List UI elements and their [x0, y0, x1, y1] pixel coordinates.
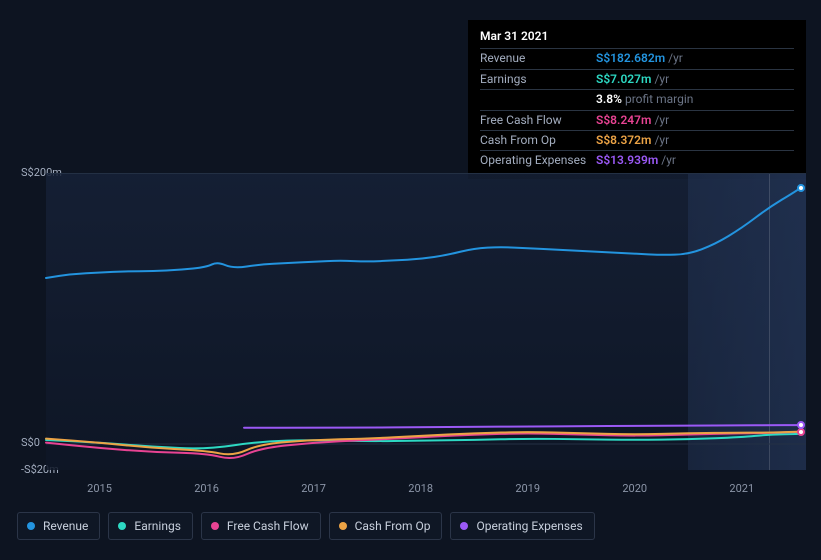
- legend-item-free-cash-flow[interactable]: Free Cash Flow: [201, 512, 321, 540]
- tooltip-row-profit-margin-label: profit margin: [625, 91, 693, 108]
- tooltip-row: Cash From OpS$8.372m /yr: [480, 130, 794, 150]
- legend-dot-icon: [27, 522, 35, 530]
- tooltip-row: EarningsS$7.027m /yr: [480, 69, 794, 89]
- tooltip-date: Mar 31 2021: [480, 28, 794, 45]
- x-axis-tick-label: 2015: [87, 482, 112, 495]
- legend-item-label: Earnings: [134, 519, 181, 533]
- legend-dot-icon: [339, 522, 347, 530]
- tooltip-row-label: Free Cash Flow: [480, 112, 596, 129]
- tooltip-row-label: Cash From Op: [480, 132, 596, 149]
- tooltip-row-unit: /yr: [654, 71, 669, 88]
- legend-dot-icon: [460, 522, 468, 530]
- x-axis-tick-label: 2019: [515, 482, 540, 495]
- chart-legend: Revenue Earnings Free Cash Flow Cash From O…: [17, 512, 595, 540]
- x-axis-tick-label: 2017: [301, 482, 326, 495]
- tooltip-row: Free Cash FlowS$8.247m /yr: [480, 110, 794, 130]
- x-axis-tick-label: 2020: [622, 482, 647, 495]
- tooltip-row-unit: /yr: [661, 152, 676, 169]
- x-axis-labels: 2015 2016 2017 2018 2019 2020 2021: [46, 480, 806, 500]
- tooltip-row-label: Revenue: [480, 50, 596, 67]
- chart-plot-area[interactable]: [46, 173, 806, 470]
- tooltip-row-unit: /yr: [654, 132, 669, 149]
- legend-item-revenue[interactable]: Revenue: [17, 512, 100, 540]
- legend-item-operating-expenses[interactable]: Operating Expenses: [450, 512, 594, 540]
- tooltip-row: Operating ExpensesS$13.939m /yr: [480, 150, 794, 170]
- tooltip-row: 3.8% profit margin: [480, 89, 794, 109]
- tooltip-row-unit: /yr: [654, 112, 669, 129]
- chart-lines: [46, 174, 806, 471]
- tooltip-row-label: Earnings: [480, 71, 596, 88]
- legend-item-label: Operating Expenses: [476, 519, 582, 533]
- tooltip-row-value: S$13.939m: [596, 152, 658, 169]
- tooltip-rows: RevenueS$182.682m /yrEarningsS$7.027m /y…: [480, 48, 794, 170]
- legend-item-label: Cash From Op: [355, 519, 431, 533]
- tooltip-row-value: S$8.372m: [596, 132, 651, 149]
- legend-item-label: Free Cash Flow: [227, 519, 309, 533]
- chart-tooltip: Mar 31 2021 RevenueS$182.682m /yrEarning…: [468, 20, 806, 179]
- tooltip-row-label: [480, 91, 596, 108]
- tooltip-row-value: S$8.247m: [596, 112, 651, 129]
- series-line-revenue: [46, 188, 801, 278]
- y-axis-tick-label: S$0: [21, 436, 40, 449]
- legend-dot-icon: [211, 522, 219, 530]
- tooltip-row-unit: /yr: [668, 50, 683, 67]
- legend-item-cash-from-op[interactable]: Cash From Op: [329, 512, 443, 540]
- legend-dot-icon: [118, 522, 126, 530]
- tooltip-row-value: S$7.027m: [596, 71, 651, 88]
- tooltip-row-label: Operating Expenses: [480, 152, 596, 169]
- legend-item-label: Revenue: [43, 519, 88, 533]
- series-marker-revenue: [797, 184, 805, 192]
- tooltip-row-value: 3.8%: [596, 91, 622, 108]
- series-line-operating_expenses: [244, 425, 801, 428]
- x-axis-tick-label: 2021: [729, 482, 754, 495]
- tooltip-row-value: S$182.682m: [596, 50, 665, 67]
- x-axis-tick-label: 2018: [408, 482, 433, 495]
- legend-item-earnings[interactable]: Earnings: [108, 512, 193, 540]
- x-axis-tick-label: 2016: [194, 482, 219, 495]
- tooltip-row: RevenueS$182.682m /yr: [480, 48, 794, 68]
- series-marker-operating_expenses: [797, 421, 805, 429]
